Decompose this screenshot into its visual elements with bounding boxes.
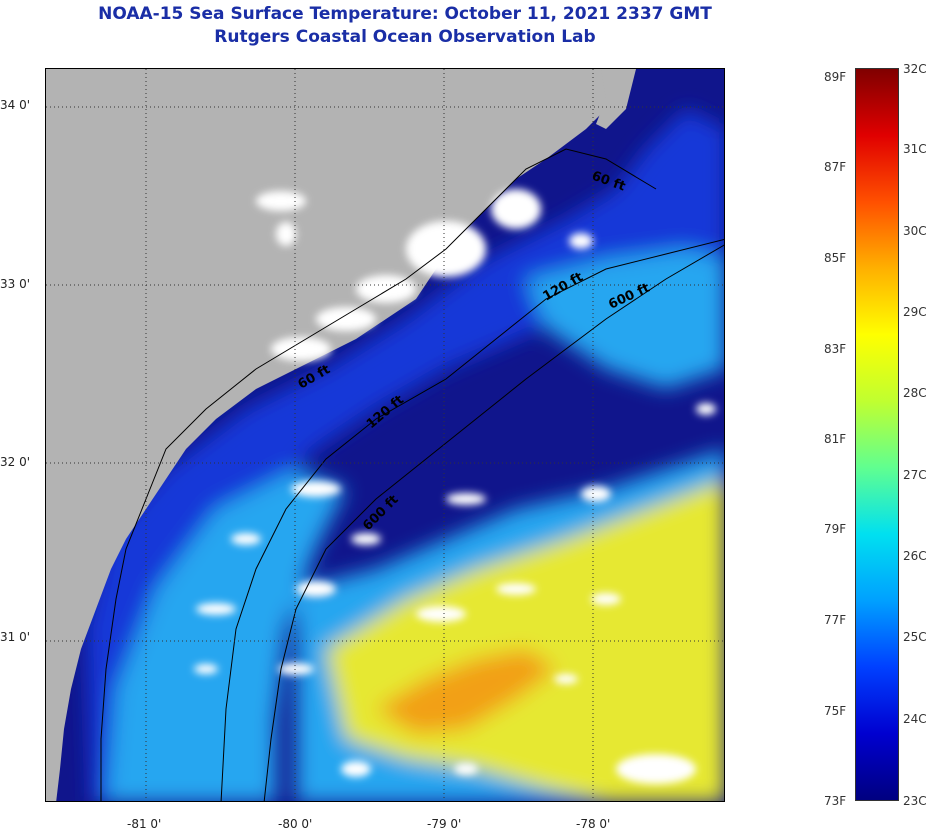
isobath-label: 60 ft [590,169,628,195]
colorbar-label-c: 26C [903,549,927,563]
chart-title: NOAA-15 Sea Surface Temperature: October… [98,4,712,24]
colorbar-label-c: 24C [903,712,927,726]
isobath-60ft [100,148,657,801]
isobath-600ft [263,244,724,801]
colorbar-label-c: 23C [903,794,927,808]
colorbar-label-c: 28C [903,386,927,400]
isobath-lines [100,148,724,801]
colorbar-label-c: 27C [903,468,927,482]
chart-subtitle: Rutgers Coastal Ocean Observation Lab [214,27,596,47]
water-temperature-field [86,109,724,801]
colorbar-label-f: 73F [824,794,847,808]
sst-map-canvas: 60 ft 120 ft 600 ft 120 ft 600 ft 60 ft [46,69,724,801]
colorbar-label-f: 85F [824,251,847,265]
colorbar-label-c: 25C [903,630,927,644]
latitude-label: 32 0' [0,455,31,469]
colorbar-label-f: 79F [824,522,847,536]
colorbar-label-f: 77F [824,613,847,627]
longitude-label: -81 0' [127,817,162,831]
temperature-colorbar [855,68,899,801]
colorbar-label-f: 87F [824,160,847,174]
longitude-label: -79 0' [427,817,462,831]
sst-map: 60 ft 120 ft 600 ft 120 ft 600 ft 60 ft [45,68,725,802]
longitude-label: -78 0' [576,817,611,831]
land-mass [46,69,724,801]
colorbar-label-f: 89F [824,70,847,84]
latitude-label: 31 0' [0,630,31,644]
hot-water [376,649,556,734]
colorbar-label-c: 30C [903,224,927,238]
graticule [46,69,724,801]
colorbar-label-f: 75F [824,704,847,718]
latitude-label: 33 0' [0,277,31,291]
longitude-label: -80 0' [278,817,313,831]
colorbar-label-c: 32C [903,62,927,76]
latitude-label: 34 0' [0,98,31,112]
isobath-label: 600 ft [360,492,401,533]
colorbar-label-c: 31C [903,142,927,156]
isobath-120ft [220,238,724,801]
colorbar-label-f: 81F [824,432,847,446]
colorbar-label-f: 83F [824,342,847,356]
colorbar-label-c: 29C [903,305,927,319]
land-mass-northeast [596,69,636,129]
